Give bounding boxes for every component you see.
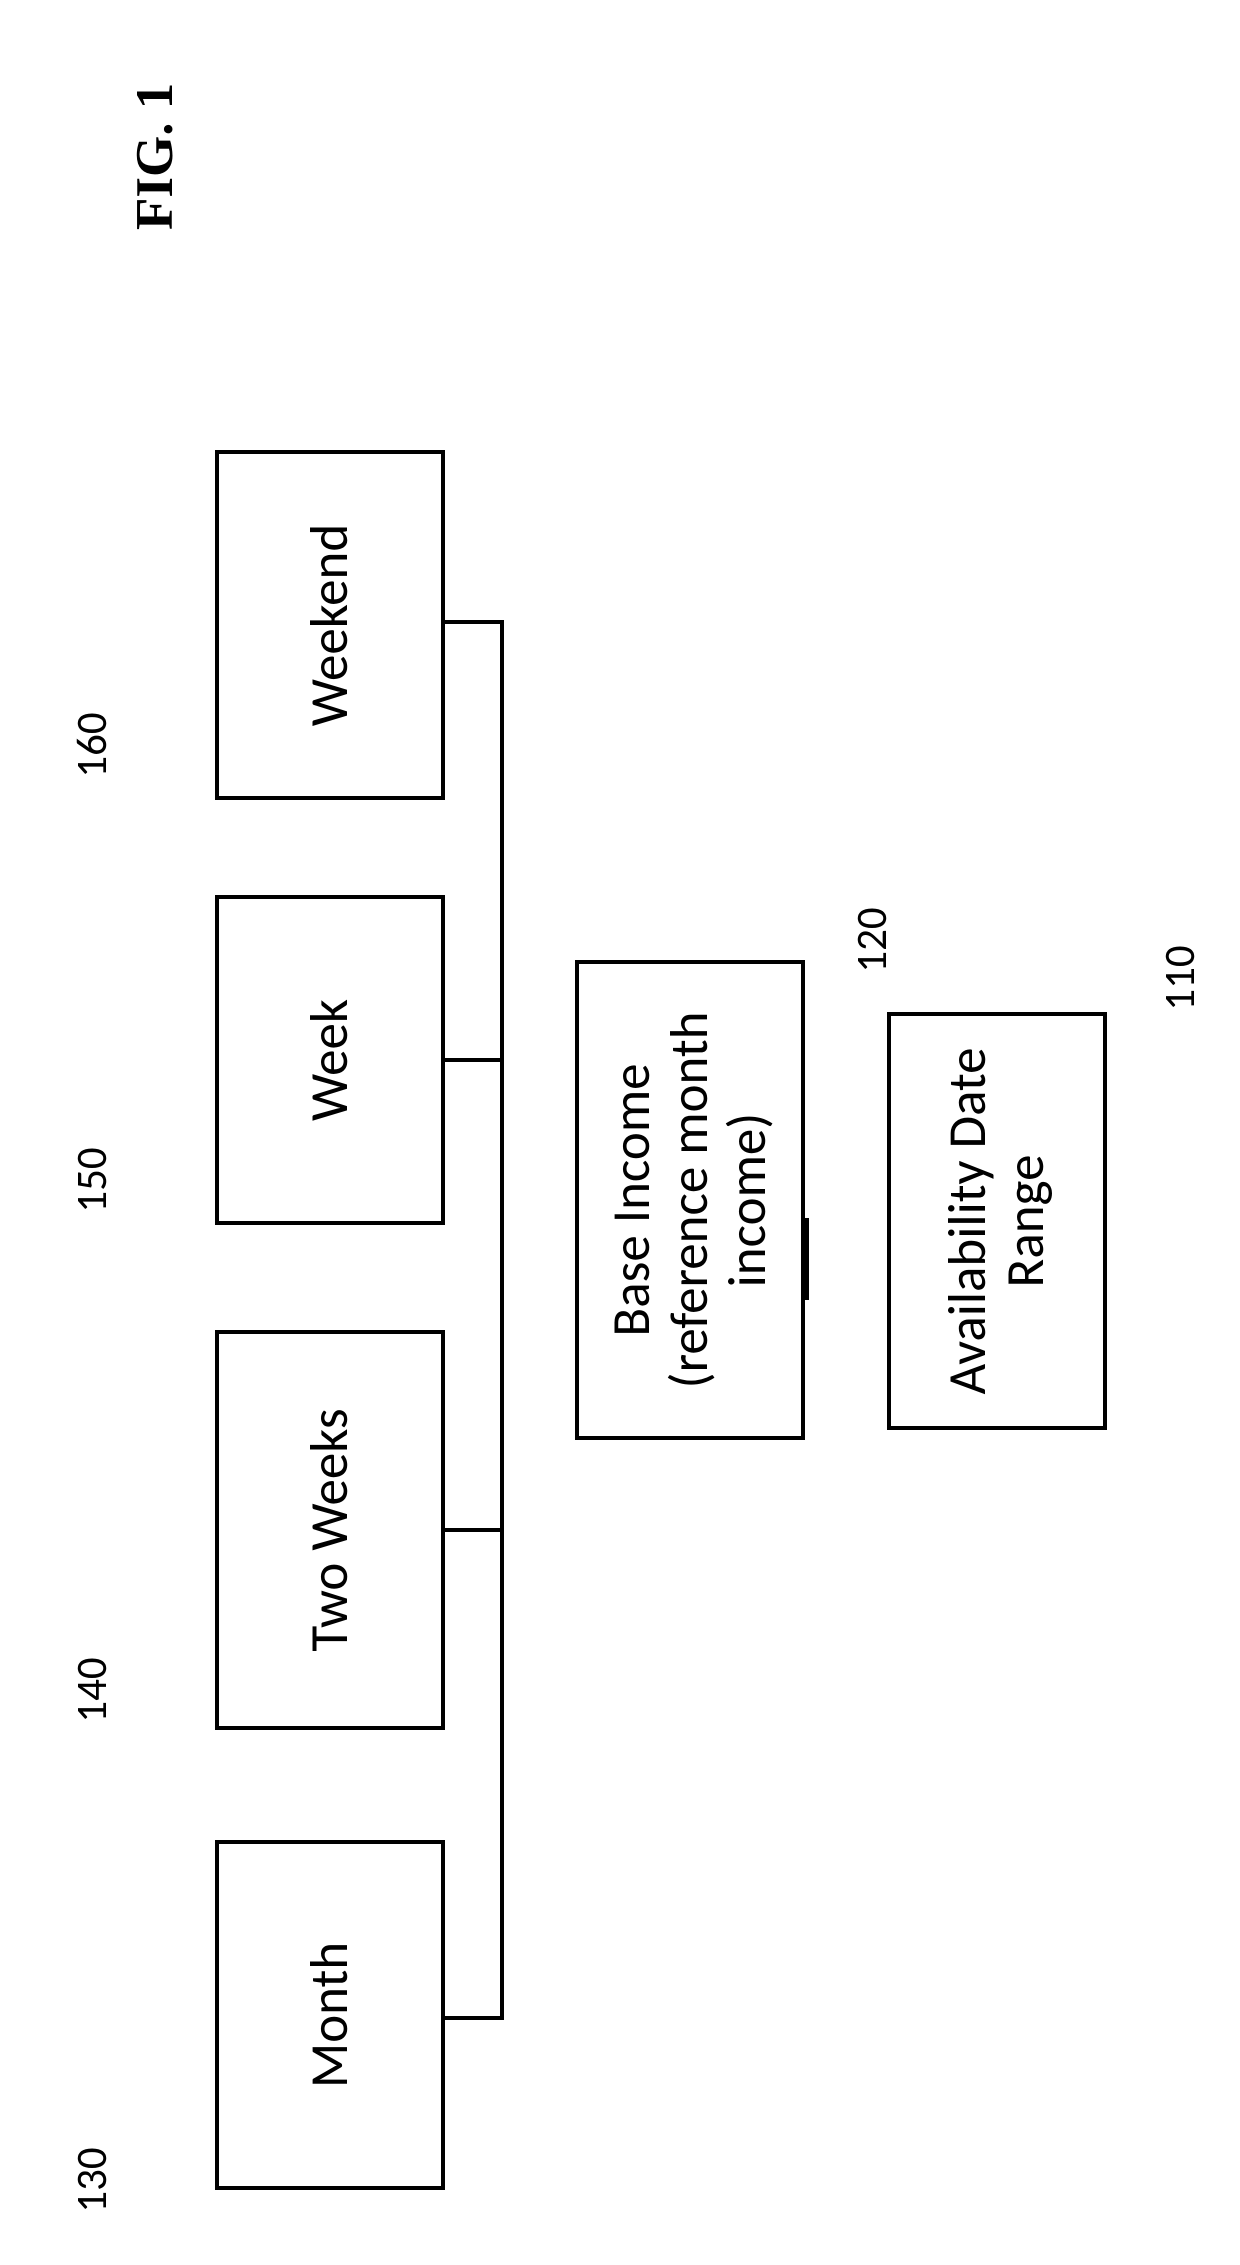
node-weekend: Weekend bbox=[155, 510, 505, 740]
connector-bus bbox=[500, 620, 504, 2020]
ref-140-text: 140 bbox=[65, 1657, 118, 1722]
node-two-weeks: Two Weeks bbox=[130, 1415, 530, 1645]
node-base-income-label: Base Income (reference month income) bbox=[603, 980, 778, 1420]
node-two-weeks-label: Two Weeks bbox=[301, 1408, 359, 1651]
figure-caption: FIG. 1 bbox=[125, 30, 185, 230]
node-week: Week bbox=[165, 945, 495, 1175]
ref-130-text: 130 bbox=[65, 2147, 118, 2212]
node-week-label: Week bbox=[301, 999, 359, 1121]
node-month-label: Month bbox=[301, 1942, 359, 2088]
node-weekend-label: Weekend bbox=[301, 524, 359, 726]
node-month: Month bbox=[155, 1900, 505, 2130]
ref-150: 150 bbox=[65, 1130, 115, 1230]
ref-110: 110 bbox=[1153, 928, 1203, 1028]
node-base-income: Base Income (reference month income) bbox=[450, 1085, 930, 1315]
node-availability-label: Availability Date Range bbox=[939, 1026, 1056, 1416]
ref-140: 140 bbox=[65, 1640, 115, 1740]
ref-120: 120 bbox=[845, 890, 895, 990]
ref-160: 160 bbox=[65, 695, 115, 795]
ref-130: 130 bbox=[65, 2130, 115, 2230]
ref-150-text: 150 bbox=[65, 1147, 118, 1212]
figure-caption-text: FIG. 1 bbox=[126, 83, 184, 230]
ref-160-text: 160 bbox=[65, 712, 118, 777]
ref-120-text: 120 bbox=[845, 907, 898, 972]
ref-110-text: 110 bbox=[1153, 945, 1206, 1010]
diagram-canvas: Availability Date Range 110 Base Income … bbox=[0, 0, 1240, 2265]
